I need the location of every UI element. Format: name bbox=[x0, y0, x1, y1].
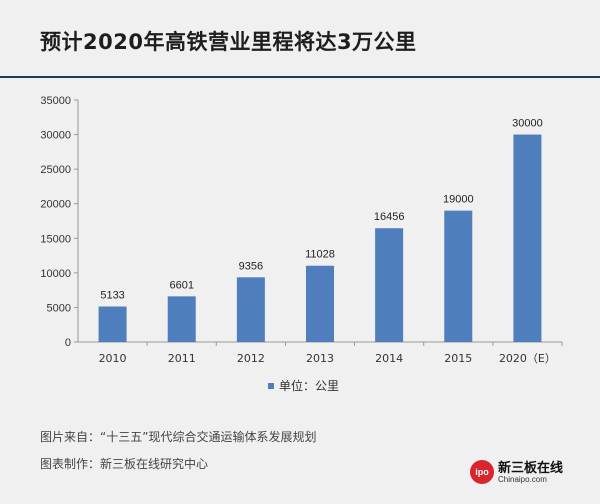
data-label: 5133 bbox=[100, 290, 124, 302]
x-tick-label: 2020（E） bbox=[499, 352, 556, 365]
y-tick-label: 30000 bbox=[40, 130, 71, 142]
legend-label: 单位：公里 bbox=[279, 379, 340, 393]
data-label: 30000 bbox=[512, 118, 543, 130]
logo-url: Chinaipo.com bbox=[498, 474, 547, 484]
y-tick-label: 0 bbox=[65, 337, 71, 349]
bar bbox=[98, 306, 127, 342]
x-tick-label: 2012 bbox=[237, 352, 265, 365]
y-tick-label: 15000 bbox=[40, 233, 71, 245]
maker-note: 图表制作：新三板在线研究中心 bbox=[40, 455, 208, 472]
bar bbox=[513, 134, 542, 342]
x-tick-label: 2010 bbox=[99, 352, 127, 365]
x-tick-label: 2011 bbox=[168, 352, 196, 365]
legend: 单位：公里 bbox=[268, 377, 339, 394]
data-label: 19000 bbox=[443, 194, 474, 206]
data-label: 16456 bbox=[374, 211, 405, 223]
maker-label: 图表制作： bbox=[40, 457, 101, 471]
y-tick-label: 35000 bbox=[40, 95, 71, 107]
data-label: 9356 bbox=[239, 260, 263, 272]
y-tick-label: 10000 bbox=[40, 268, 71, 280]
logo-name: 新三板在线 bbox=[498, 459, 564, 475]
y-tick-label: 5000 bbox=[47, 302, 71, 314]
chart-title: 预计2020年高铁营业里程将达3万公里 bbox=[40, 30, 417, 54]
y-tick-label: 25000 bbox=[40, 164, 71, 176]
x-tick-label: 2014 bbox=[375, 352, 403, 365]
source-value: “十三五”现代综合交通运输体系发展规划 bbox=[100, 430, 317, 444]
data-label: 11028 bbox=[305, 249, 335, 261]
source-label: 图片来自： bbox=[40, 430, 101, 444]
maker-value: 新三板在线研究中心 bbox=[100, 457, 209, 471]
y-tick-label: 20000 bbox=[40, 199, 71, 211]
source-note: 图片来自：“十三五”现代综合交通运输体系发展规划 bbox=[40, 428, 316, 445]
data-label: 6601 bbox=[169, 279, 193, 291]
title-divider bbox=[0, 76, 600, 78]
bar bbox=[167, 296, 196, 342]
x-tick-label: 2015 bbox=[444, 352, 472, 365]
legend-swatch bbox=[268, 382, 274, 389]
bar bbox=[375, 228, 404, 342]
bar bbox=[444, 210, 473, 342]
x-tick-label: 2013 bbox=[306, 352, 334, 365]
logo-badge-icon: ipo bbox=[470, 460, 494, 484]
bar bbox=[236, 277, 265, 342]
bar bbox=[306, 265, 334, 342]
bar-chart: 0 5000 10000 15000 20000 25000 30000 35000 5133 2… bbox=[40, 95, 563, 365]
brand-logo: ipo 新三板在线 Chinaipo.com bbox=[470, 458, 563, 486]
